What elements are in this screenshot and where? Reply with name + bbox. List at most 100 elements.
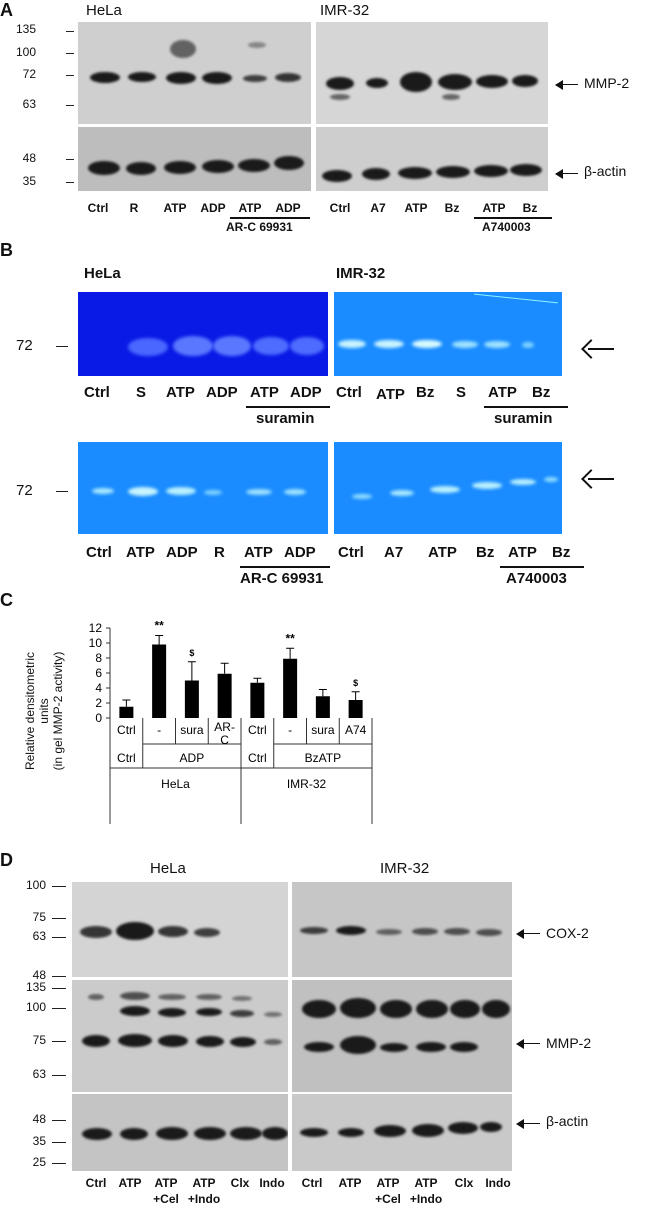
- panel-d-letter: D: [0, 850, 13, 870]
- lane-label: R: [129, 201, 139, 215]
- lane-label: ATP: [192, 1176, 216, 1190]
- lane-label: ATP: [414, 1176, 438, 1190]
- mw-marker: 25: [32, 1155, 46, 1169]
- group-label: Ctrl: [117, 751, 136, 765]
- panel-d-imr-title: IMR-32: [380, 860, 430, 877]
- significance-mark: **: [285, 631, 295, 645]
- lane-label: ATP: [250, 384, 279, 401]
- lane-label: Clx: [230, 1176, 250, 1190]
- lane-label: Bz: [416, 384, 435, 401]
- lane-label: Ctrl: [329, 201, 351, 215]
- lane-label: Bz: [476, 544, 495, 561]
- row2-imr-inhibitor: A740003: [506, 570, 567, 587]
- panel-b-imr-title: IMR-32: [336, 265, 386, 282]
- panel-b-hela-gel-1: [78, 292, 328, 376]
- lane-label: ADP: [290, 384, 322, 401]
- mw-marker: 75: [32, 910, 46, 924]
- bar: [315, 696, 330, 718]
- panel-a-letter: A: [0, 0, 13, 20]
- mw-marker: 35: [22, 174, 36, 188]
- group-label: BzATP: [305, 751, 341, 765]
- mw-marker: 63: [32, 1067, 46, 1081]
- y-tick-label: 2: [95, 696, 102, 710]
- cox2-label: COX-2: [546, 925, 589, 941]
- lane-label: Clx: [454, 1176, 474, 1190]
- lane-label: ADP: [275, 201, 301, 215]
- mw-marker: 63: [32, 929, 46, 943]
- panel-c-letter: C: [0, 590, 13, 610]
- lane-label: ADP: [200, 201, 226, 215]
- lane-label: Ctrl: [338, 544, 364, 561]
- lane-label: A7: [384, 544, 404, 561]
- mw-marker: 135: [15, 22, 36, 36]
- mw-marker: 135: [25, 980, 46, 994]
- lane-label: ATP: [126, 544, 155, 561]
- panel-a-hela-title: HeLa: [86, 2, 122, 19]
- lane-label: Bz: [522, 201, 538, 215]
- significance-mark: **: [154, 619, 164, 633]
- lane-label: ATP: [428, 544, 457, 561]
- category-label: -: [157, 723, 161, 737]
- lane-label: S: [136, 384, 147, 401]
- lane-label: ATP: [404, 201, 428, 215]
- panel-d-hela-mmp2-blot: [72, 980, 288, 1092]
- panel-d-imr-cox2-blot: [292, 882, 512, 977]
- lane-label: Bz: [552, 544, 571, 561]
- lane-sublabel: +Indo: [409, 1192, 443, 1206]
- lane-label: Bz: [444, 201, 460, 215]
- lane-label: ATP: [376, 1176, 400, 1190]
- category-label: AR-C: [214, 720, 235, 747]
- lane-label: ATP: [154, 1176, 178, 1190]
- panel-d-hela-title: HeLa: [150, 860, 186, 877]
- category-label: A74: [345, 723, 367, 737]
- lane-label: ATP: [118, 1176, 142, 1190]
- lane-label: ATP: [163, 201, 187, 215]
- panel-b-hela-gel-2: [78, 442, 328, 534]
- bar: [119, 706, 134, 718]
- y-tick-label: 6: [95, 666, 102, 680]
- bar: [348, 700, 363, 718]
- lane-label: ATP: [482, 201, 506, 215]
- group-label: ADP: [180, 751, 205, 765]
- y-tick-label: 0: [95, 711, 102, 725]
- y-tick-label: 4: [95, 681, 102, 695]
- lane-label: A7: [370, 201, 386, 215]
- row1-imr-inhibitor: suramin: [494, 410, 553, 427]
- cell-line-label: HeLa: [161, 777, 190, 791]
- mw-marker: 72: [16, 482, 33, 499]
- mw-marker: 48: [22, 151, 36, 165]
- mw-marker: 100: [15, 45, 36, 59]
- cell-line-label: IMR-32: [287, 777, 327, 791]
- mw-marker: 48: [32, 968, 46, 982]
- lane-label: Ctrl: [85, 1176, 107, 1190]
- y-tick-label: 8: [95, 651, 102, 665]
- y-tick-label: 12: [89, 621, 103, 635]
- lane-label: ADP: [166, 544, 198, 561]
- lane-label: Indo: [485, 1176, 511, 1190]
- panel-b-imr-gel-2: [334, 442, 562, 534]
- lane-label: Ctrl: [84, 384, 110, 401]
- mw-marker: 48: [32, 1112, 46, 1126]
- category-label: Ctrl: [248, 723, 267, 737]
- lane-label: ATP: [508, 544, 537, 561]
- mw-marker: 72: [22, 67, 36, 81]
- actin-label: β-actin: [584, 163, 627, 179]
- bar: [152, 644, 167, 718]
- panel-a-imr-actin-blot: [316, 127, 548, 191]
- panel-b-imr-gel-1: [334, 292, 562, 376]
- significance-mark: $: [353, 678, 358, 688]
- group-label: Ctrl: [248, 751, 267, 765]
- row1-hela-inhibitor: suramin: [256, 410, 315, 427]
- lane-sublabel: +Indo: [187, 1192, 221, 1206]
- panel-a-imr-mmp2-blot: [316, 22, 548, 124]
- lane-sublabel: +Cel: [375, 1192, 401, 1206]
- lane-label: Bz: [532, 384, 551, 401]
- lane-sublabel: +Cel: [153, 1192, 179, 1206]
- panel-a-hela-actin-blot: [78, 127, 311, 191]
- panel-a-hela-mmp2-blot: [78, 22, 311, 124]
- lane-label: ATP: [238, 201, 262, 215]
- category-label: Ctrl: [117, 723, 136, 737]
- panel-d-hela-actin-blot: [72, 1094, 288, 1171]
- lane-label: ATP: [338, 1176, 362, 1190]
- actin-d-label: β-actin: [546, 1113, 589, 1129]
